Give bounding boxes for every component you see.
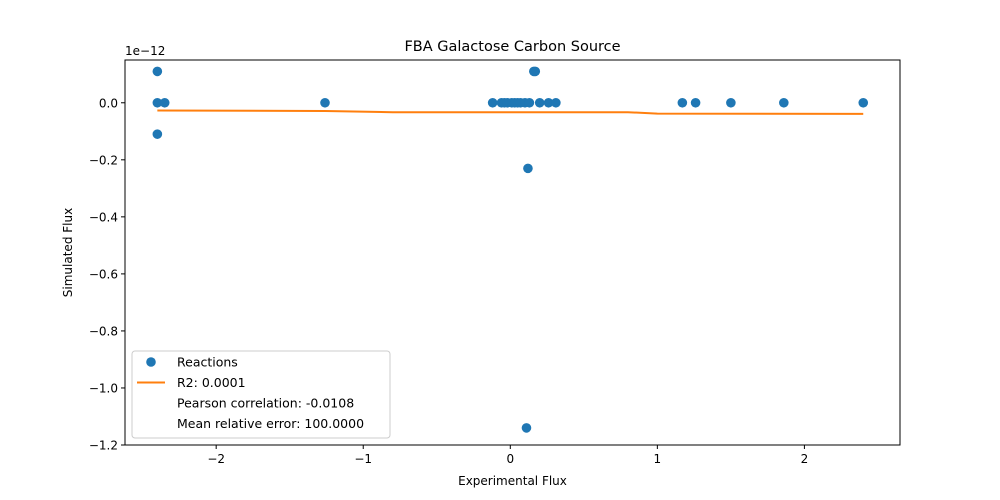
- y-tick-label: −0.4: [89, 210, 118, 224]
- legend: Reactions R2: 0.0001 Pearson correlation: …: [131, 350, 391, 439]
- data-point: [726, 97, 736, 108]
- data-point: [858, 97, 869, 108]
- legend-entries: Reactions R2: 0.0001 Pearson correlation: …: [137, 355, 364, 431]
- y-tick-label: −0.2: [89, 153, 118, 167]
- data-point: [524, 97, 535, 108]
- y-tick-label: 0.0: [99, 96, 118, 110]
- plot-frame: [124, 59, 901, 446]
- x-tick-label: −1: [354, 452, 372, 466]
- y-tick-label: −1.2: [89, 439, 118, 453]
- chart-title: FBA Galactose Carbon Source: [404, 39, 620, 55]
- legend-frame: [131, 350, 391, 439]
- data-point: [543, 97, 554, 108]
- legend-label: Reactions: [177, 355, 238, 370]
- y-axis: −1.2 −1.0 −0.8 −0.6 −0.4 −0.2 0.0: [89, 96, 125, 453]
- data-point: [521, 423, 532, 433]
- y-tick-label: −1.0: [89, 381, 118, 395]
- data-point: [152, 97, 163, 108]
- x-axis: −2 −1 0 1 2: [207, 445, 808, 466]
- data-point: [487, 97, 498, 108]
- data-point: [690, 97, 701, 108]
- data-point: [523, 163, 533, 174]
- data-point: [529, 66, 539, 77]
- data-point: [677, 97, 688, 108]
- data-point: [779, 97, 789, 108]
- series-layer: [152, 66, 869, 433]
- x-tick-label: 0: [506, 452, 514, 466]
- data-point: [534, 97, 545, 108]
- data-point: [159, 97, 170, 108]
- fit-line: [157, 109, 864, 115]
- data-point: [320, 97, 330, 108]
- legend-marker-circle: [146, 357, 156, 367]
- x-axis-label: Experimental Flux: [458, 474, 567, 488]
- x-tick-label: −2: [207, 452, 225, 466]
- legend-label: Pearson correlation: -0.0108: [177, 396, 354, 411]
- plot-area: [124, 59, 901, 446]
- legend-label: Mean relative error: 100.0000: [177, 416, 364, 431]
- y-axis-label: Simulated Flux: [61, 208, 75, 297]
- y-tick-label: −0.8: [89, 324, 118, 338]
- x-tick-label: 1: [654, 452, 662, 466]
- y-axis-offset-label: 1e−12: [125, 44, 165, 58]
- data-point: [551, 97, 561, 108]
- x-tick-label: 2: [801, 452, 809, 466]
- data-point: [152, 129, 163, 139]
- y-tick-label: −0.6: [89, 267, 118, 281]
- legend-label: R2: 0.0001: [177, 375, 246, 390]
- data-point: [152, 66, 163, 77]
